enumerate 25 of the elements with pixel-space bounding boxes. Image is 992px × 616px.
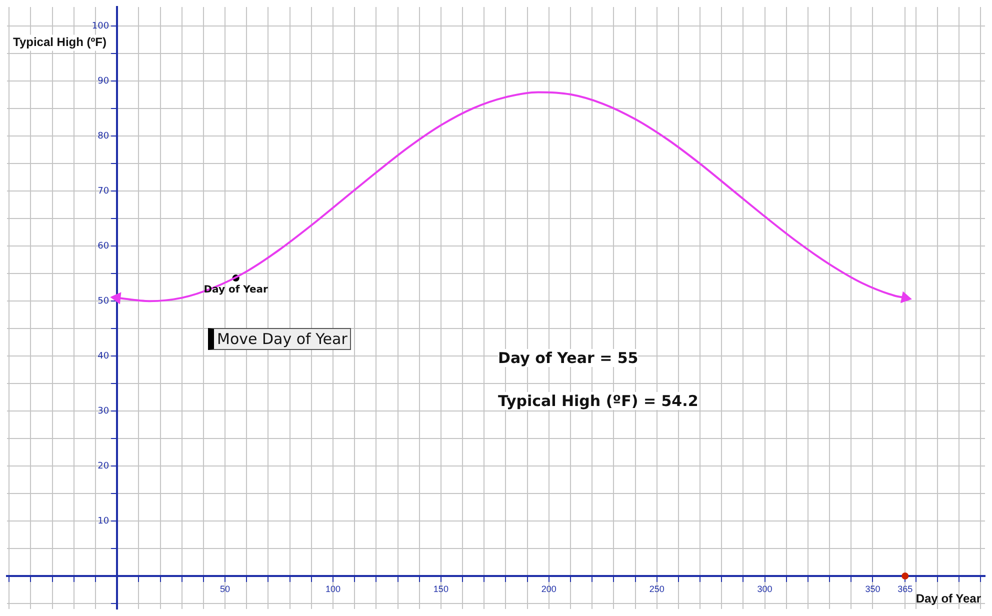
- y-tick-label: 40: [98, 351, 110, 362]
- annotation: Typical High (ºF) = 54.2: [498, 392, 698, 410]
- y-tick-label: 50: [98, 296, 110, 306]
- y-tick-label: 80: [98, 132, 110, 142]
- y-tick-label: 70: [98, 186, 110, 197]
- y-tick-label: 90: [98, 76, 110, 87]
- x-tick-label: 50: [220, 584, 230, 594]
- x-tick-label: 100: [325, 584, 341, 594]
- y-tick-label: 60: [98, 241, 110, 252]
- annotation: Day of Year = 55: [498, 349, 638, 367]
- y-tick-label: 30: [98, 406, 110, 416]
- x-tick-label: 250: [649, 584, 664, 594]
- y-tick-label: 10: [98, 516, 110, 526]
- y-axis-title: Typical High (ºF): [13, 35, 106, 50]
- x-axis-title: Day of Year: [916, 591, 982, 606]
- annotation: Day of Year: [204, 284, 268, 296]
- x-tick-label: 350: [865, 584, 880, 594]
- point: [902, 572, 909, 580]
- x-tick-label: 200: [541, 584, 556, 594]
- x-tick-label: 365: [898, 584, 913, 594]
- x-tick-label: 300: [757, 584, 772, 594]
- x-tick-label: 150: [433, 584, 448, 594]
- y-tick-label: 20: [98, 461, 110, 472]
- annotation: Move Day of Year: [208, 328, 352, 350]
- y-tick-label: 100: [92, 22, 110, 32]
